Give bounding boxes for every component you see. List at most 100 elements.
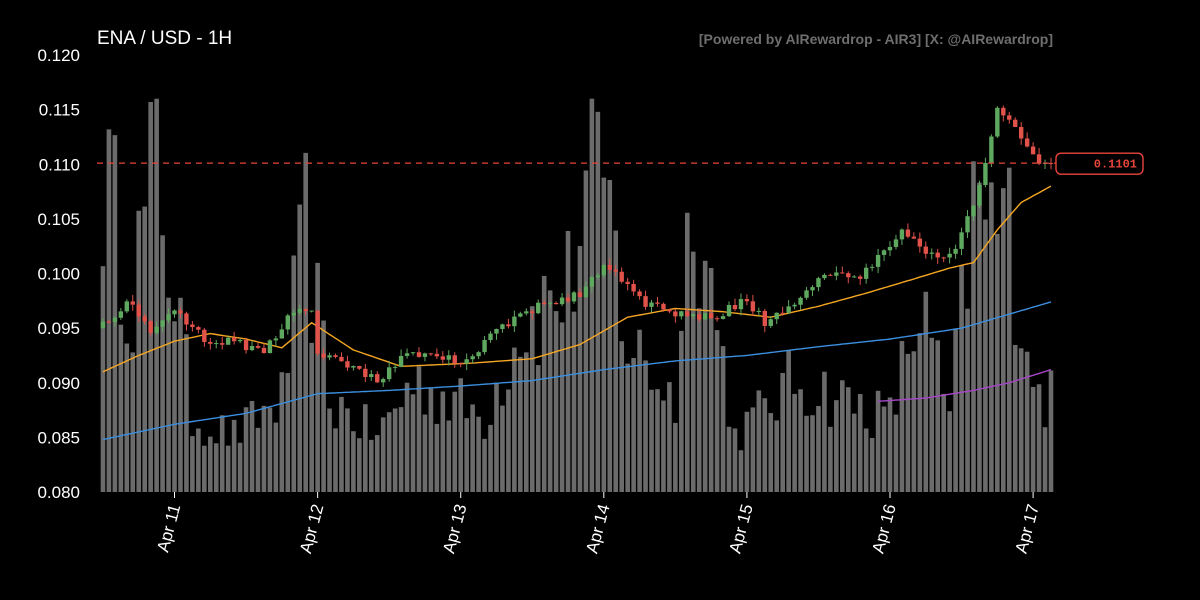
candle-body [750,301,756,312]
volume-bar [1001,188,1006,492]
candle-body [428,353,434,355]
candle-body [589,277,595,287]
volume-bar [583,170,589,493]
candle-body [565,297,571,302]
volume-bar [261,405,267,492]
candle-body [184,313,189,325]
volume-bar [816,406,821,492]
volume-bar [303,152,308,493]
candle-body [762,310,767,326]
candle-body [881,250,887,255]
candle-body [553,303,559,305]
y-tick-label: 0.095 [37,319,80,338]
candle-body [869,266,875,268]
candle-body [768,319,773,326]
x-tick-label: Apr 17 [1012,502,1043,555]
volume-bar [207,436,213,492]
volume-bar [589,98,595,492]
candle-body [911,236,917,239]
volume-bar [881,406,887,492]
candle-body [208,341,213,344]
candle-body [899,229,905,240]
volume-bar [995,233,1000,492]
volume-bar [732,428,738,492]
x-tick-label: Apr 15 [725,502,756,555]
volume-bar [512,347,517,492]
volume-bar [643,360,648,492]
candle-body [667,309,672,312]
volume-bar [267,407,273,492]
volume-bar [917,333,923,492]
volume-bar [345,408,350,492]
volume-bar [1042,427,1048,492]
volume-bar [529,306,535,492]
volume-bar [601,177,607,492]
x-tick-label: Apr 14 [582,502,613,555]
candle-body [774,312,779,320]
volume-bar [476,416,481,492]
volume-bar [726,426,732,492]
volume-bar [1048,370,1054,492]
candle-body [583,286,589,298]
volume-bar [840,380,845,492]
candle-body [524,311,529,314]
candle-body [345,361,350,368]
candle-body [237,340,243,342]
volume-bar [613,230,619,492]
candle-body [649,302,654,307]
volume-bar [559,322,565,492]
candle-body [255,346,261,348]
volume-bar [285,373,291,492]
ma_mid-line [102,301,1052,441]
candle-body [148,321,153,333]
volume-bar [965,308,970,492]
candle-body [476,352,481,357]
candle-body [810,287,815,291]
candle-body [840,272,845,274]
volume-bar [947,411,952,492]
candle-body [410,352,416,354]
candle-body [196,327,201,330]
volume-bar [178,297,183,492]
candle-body [738,299,744,310]
candle-body [792,304,797,307]
volume-bar [494,382,499,492]
candle-body [530,311,535,314]
candle-body [273,338,279,341]
candle-body [1001,107,1006,116]
volume-bar [404,382,410,492]
candle-body [303,308,308,311]
candle-body [661,303,666,310]
volume-bar [488,424,493,492]
chart-title: ENA / USD - 1H [97,28,233,49]
volume-bar [959,265,964,492]
volume-bar [1030,386,1036,492]
volume-bar [225,445,231,492]
volume-bar [893,414,899,492]
x-tick-label: Apr 16 [869,502,900,555]
volume-bar [971,161,976,492]
candle-body [732,304,738,310]
candle-body [118,311,124,318]
candle-body [249,346,255,351]
candle-body [631,283,636,292]
candle-body [989,136,994,163]
volume-bar [279,372,285,492]
volume-bar [428,387,434,492]
candle-body [220,343,225,345]
candle-body [708,313,714,319]
volume-bar [213,443,219,492]
volume-bar [863,428,869,492]
candle-body [720,316,726,319]
volume-bar [500,405,505,492]
candle-body [440,356,446,360]
candle-body [828,274,833,276]
volume-bar [857,394,863,492]
candle-body [357,366,362,369]
watermark-text: [Powered by AIRewardrop - AIR3] [X: @AIR… [698,31,1053,47]
volume-bar [911,351,917,492]
volume-bar [446,420,452,492]
candle-body [214,343,219,345]
candle-body [822,274,827,279]
volume-bar [595,111,601,492]
